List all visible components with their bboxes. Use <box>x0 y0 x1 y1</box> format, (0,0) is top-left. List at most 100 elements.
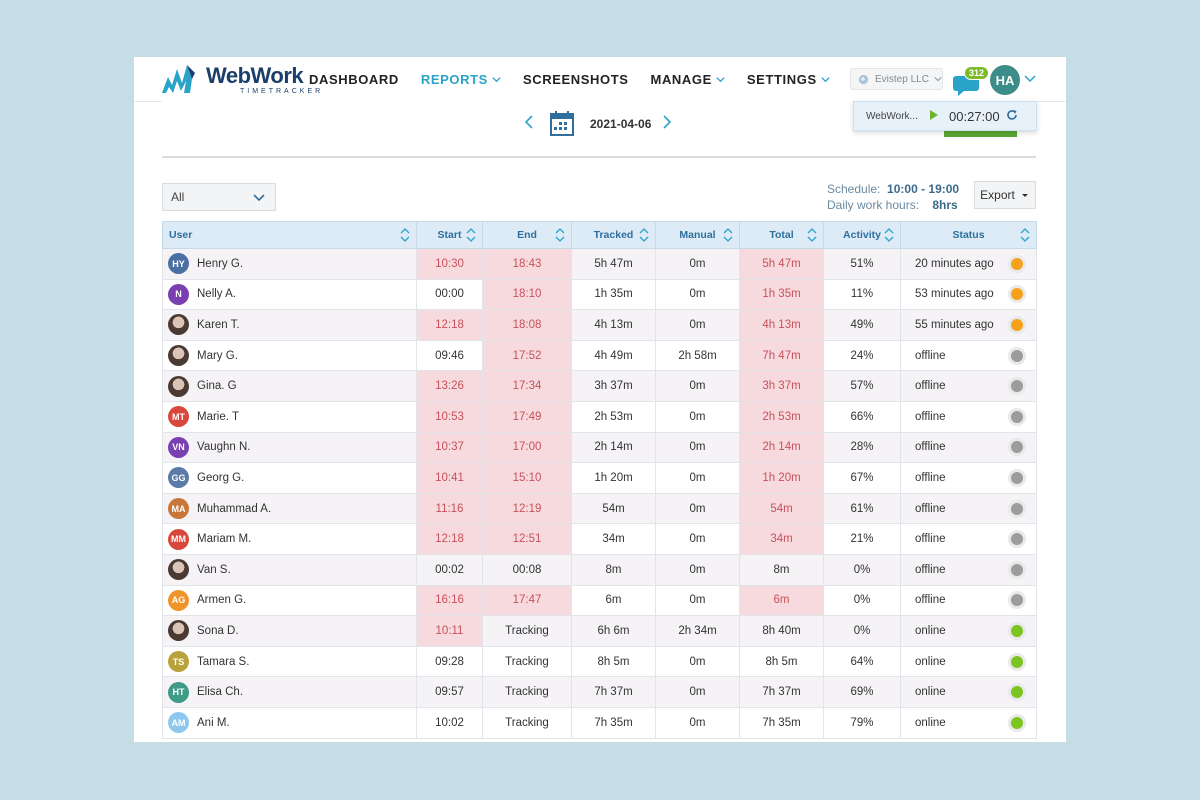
table-row[interactable]: MM Mariam M. 12:18 12:51 34m 0m 34m 21% offline <box>162 523 1037 555</box>
sort-icon[interactable] <box>723 228 733 242</box>
refresh-button[interactable] <box>1006 109 1018 124</box>
table-row[interactable]: AG Armen G. 16:16 17:47 6m 0m 6m 0% offline <box>162 584 1037 617</box>
user-cell[interactable]: Gina. G <box>162 370 417 402</box>
chevron-down-icon <box>821 76 830 82</box>
user-filter-select[interactable]: All <box>162 183 276 211</box>
status-text: online <box>915 655 946 668</box>
company-selector[interactable]: Evistep LLC <box>850 68 943 90</box>
green-action-button[interactable] <box>944 131 1017 137</box>
avatar <box>168 314 189 336</box>
column-header-total[interactable]: Total <box>739 221 824 249</box>
column-header-status[interactable]: Status <box>900 221 1037 249</box>
column-header-tracked[interactable]: Tracked <box>571 221 656 249</box>
chevron-down-icon[interactable] <box>1024 74 1036 84</box>
nav-item-screenshots[interactable]: SCREENSHOTS <box>523 72 629 87</box>
tracked-cell: 4h 49m <box>571 339 656 372</box>
avatar <box>168 559 189 581</box>
sort-icon[interactable] <box>884 228 894 242</box>
user-cell[interactable]: AM Ani M. <box>162 706 417 739</box>
user-cell[interactable]: HY Henry G. <box>162 248 417 280</box>
table-row[interactable]: MT Marie. T 10:53 17:49 2h 53m 0m 2h 53m 66% off… <box>162 400 1037 433</box>
user-cell[interactable]: HT Elisa Ch. <box>162 676 417 708</box>
column-header-label: End <box>517 229 537 241</box>
user-cell[interactable]: Mary G. <box>162 339 417 372</box>
nav-item-settings[interactable]: SETTINGS <box>747 72 830 87</box>
user-cell[interactable]: TS Tamara S. <box>162 645 417 678</box>
sort-icon[interactable] <box>400 228 410 242</box>
previous-date-button[interactable] <box>524 115 534 134</box>
column-header-user[interactable]: User <box>162 221 417 249</box>
top-navbar: WebWork TIMETRACKER DASHBOARD REPORTS SCRE… <box>134 57 1066 102</box>
user-cell[interactable]: MT Marie. T <box>162 400 417 433</box>
column-header-label: Total <box>769 229 794 241</box>
activity-cell: 57% <box>823 370 901 402</box>
status-dot-icon <box>1008 530 1026 549</box>
sort-icon[interactable] <box>807 228 817 242</box>
nav-item-manage[interactable]: MANAGE <box>651 72 725 87</box>
tracked-cell: 2h 53m <box>571 400 656 433</box>
activity-cell: 0% <box>823 615 901 647</box>
table-row[interactable]: VN Vaughn N. 10:37 17:00 2h 14m 0m 2h 14m 28% of… <box>162 431 1037 464</box>
table-row[interactable]: Karen T. 12:18 18:08 4h 13m 0m 4h 13m 49% 55 mi… <box>162 309 1037 341</box>
sort-icon[interactable] <box>466 228 476 242</box>
start-time-cell: 10:53 <box>416 400 483 433</box>
user-cell[interactable]: GG Georg G. <box>162 462 417 494</box>
nav-item-dashboard[interactable]: DASHBOARD <box>309 72 399 87</box>
total-cell: 3h 37m <box>739 370 824 402</box>
total-cell: 8m <box>739 553 824 586</box>
table-row[interactable]: Mary G. 09:46 17:52 4h 49m 2h 58m 7h 47m 24% of… <box>162 339 1037 372</box>
manual-cell: 0m <box>655 584 740 617</box>
column-header-manual[interactable]: Manual <box>655 221 740 249</box>
webwork-logo[interactable]: WebWork TIMETRACKER <box>162 61 320 97</box>
manual-cell: 0m <box>655 400 740 433</box>
table-row[interactable]: TS Tamara S. 09:28 Tracking 8h 5m 0m 8h 5m 64% o… <box>162 645 1037 678</box>
export-button[interactable]: Export <box>974 181 1036 209</box>
play-button[interactable] <box>929 109 939 124</box>
status-dot-icon <box>1008 560 1026 579</box>
user-cell[interactable]: MA Muhammad A. <box>162 492 417 525</box>
status-text: offline <box>915 533 946 546</box>
column-header-start[interactable]: Start <box>416 221 483 249</box>
schedule-value: 10:00 - 19:00 <box>887 182 960 196</box>
notifications-button[interactable]: 312 <box>952 66 990 96</box>
table-row[interactable]: Van S. 00:02 00:08 8m 0m 8m 0% offline <box>162 553 1037 586</box>
column-header-activity[interactable]: Activity <box>823 221 901 249</box>
table-row[interactable]: AM Ani M. 10:02 Tracking 7h 35m 0m 7h 35m 79% on… <box>162 706 1037 739</box>
user-cell[interactable]: Karen T. <box>162 309 417 341</box>
user-cell[interactable]: VN Vaughn N. <box>162 431 417 464</box>
sort-icon[interactable] <box>1020 228 1030 242</box>
user-cell[interactable]: N Nelly A. <box>162 278 417 311</box>
table-row[interactable]: N Nelly A. 00:00 18:10 1h 35m 0m 1h 35m 11% 53 m… <box>162 278 1037 311</box>
user-cell[interactable]: MM Mariam M. <box>162 523 417 555</box>
status-text: offline <box>915 349 946 362</box>
status-cell: offline <box>900 400 1037 433</box>
user-cell[interactable]: AG Armen G. <box>162 584 417 617</box>
table-row[interactable]: Gina. G 13:26 17:34 3h 37m 0m 3h 37m 57% offlin… <box>162 370 1037 402</box>
company-name: Evistep LLC <box>875 73 929 85</box>
user-name: Vaughn N. <box>197 441 251 454</box>
tracked-cell: 4h 13m <box>571 309 656 341</box>
user-name: Muhammad A. <box>197 502 272 515</box>
nav-item-reports[interactable]: REPORTS <box>421 72 501 87</box>
avatar: TS <box>168 651 189 673</box>
next-date-button[interactable] <box>662 115 672 134</box>
table-row[interactable]: GG Georg G. 10:41 15:10 1h 20m 0m 1h 20m 67% off… <box>162 462 1037 494</box>
column-header-end[interactable]: End <box>482 221 572 249</box>
status-text: offline <box>915 502 946 515</box>
status-cell: offline <box>900 339 1037 372</box>
sort-icon[interactable] <box>639 228 649 242</box>
user-avatar[interactable]: HA <box>990 65 1020 95</box>
calendar-button[interactable] <box>550 110 574 141</box>
end-time-cell: 17:52 <box>482 339 572 372</box>
tracked-cell: 8m <box>571 553 656 586</box>
user-cell[interactable]: Van S. <box>162 553 417 586</box>
table-row[interactable]: MA Muhammad A. 11:16 12:19 54m 0m 54m 61% offlin… <box>162 492 1037 525</box>
end-time-cell: 17:49 <box>482 400 572 433</box>
user-cell[interactable]: Sona D. <box>162 615 417 647</box>
table-row[interactable]: Sona D. 10:11 Tracking 6h 6m 2h 34m 8h 40m 0% o… <box>162 615 1037 647</box>
table-row[interactable]: HT Elisa Ch. 09:57 Tracking 7h 37m 0m 7h 37m 69… <box>162 676 1037 708</box>
timer-widget: WebWork... 00:27:00 <box>853 101 1037 131</box>
avatar <box>168 375 189 397</box>
sort-icon[interactable] <box>555 228 565 242</box>
table-row[interactable]: HY Henry G. 10:30 18:43 5h 47m 0m 5h 47m 51% 20 … <box>162 248 1037 280</box>
